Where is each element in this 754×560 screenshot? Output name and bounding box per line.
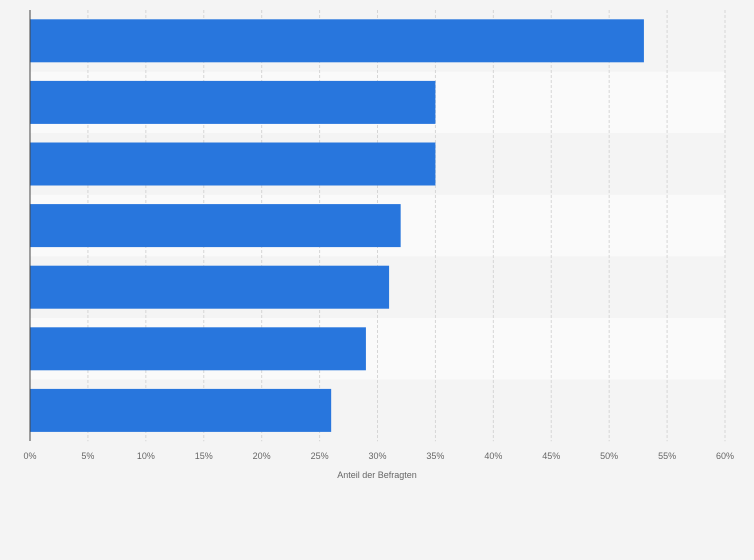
x-tick-label: 50% xyxy=(600,451,618,461)
x-tick-label: 0% xyxy=(23,451,36,461)
bars xyxy=(30,19,644,432)
x-tick-label: 60% xyxy=(716,451,734,461)
bar xyxy=(30,19,644,63)
x-tick-labels: 0% 5% 10% 15% 20% 25% 30% 35% 40% 45% 50% 55% 60% xyxy=(23,451,734,461)
x-tick-label: 55% xyxy=(658,451,676,461)
x-tick-label: 5% xyxy=(81,451,94,461)
x-tick-label: 35% xyxy=(426,451,444,461)
x-tick-label: 15% xyxy=(195,451,213,461)
x-tick-label: 45% xyxy=(542,451,560,461)
x-tick-label: 10% xyxy=(137,451,155,461)
x-tick-label: 40% xyxy=(484,451,502,461)
x-tick-label: 25% xyxy=(311,451,329,461)
bar xyxy=(30,388,332,432)
bar xyxy=(30,204,401,248)
x-tick-label: 30% xyxy=(368,451,386,461)
x-axis-title: Anteil der Befragten xyxy=(337,470,417,480)
x-tick-label: 20% xyxy=(253,451,271,461)
bar xyxy=(30,265,390,309)
bar xyxy=(30,327,366,371)
bar xyxy=(30,80,436,124)
bar xyxy=(30,142,436,186)
